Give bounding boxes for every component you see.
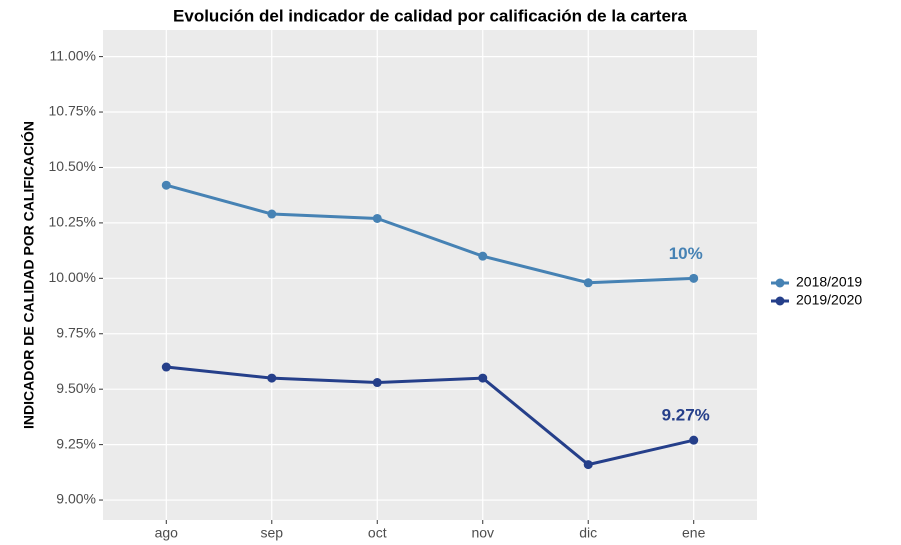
x-tick-label: sep [260, 525, 283, 541]
y-tick-label: 10.00% [49, 269, 96, 285]
chart-title: Evolución del indicador de calidad por c… [173, 6, 687, 25]
data-label: 9.27% [662, 406, 710, 425]
point [478, 373, 488, 383]
point [267, 209, 277, 219]
point [583, 278, 593, 288]
series-line [165, 183, 694, 285]
x-tick-label: oct [368, 525, 387, 541]
y-tick-label: 9.75% [56, 324, 96, 340]
y-tick-label: 10.75% [49, 103, 96, 119]
point [478, 251, 488, 261]
y-tick-label: 10.25% [49, 214, 96, 230]
point [161, 180, 171, 190]
y-tick-label: 9.00% [56, 491, 96, 507]
point [583, 460, 593, 470]
point [689, 273, 699, 283]
series-line [166, 365, 695, 467]
legend-key [775, 278, 785, 288]
legend-label: 2018/2019 [796, 274, 862, 290]
plot-background [103, 30, 757, 520]
x-tick-label: dic [579, 525, 597, 541]
y-axis-title: INDICADOR DE CALIDAD POR CALIFICACIÓN [20, 121, 37, 429]
x-tick-label: ene [682, 525, 706, 541]
legend-key [775, 296, 785, 306]
data-label: 10% [669, 244, 703, 263]
legend-label: 2019/2020 [796, 292, 862, 308]
x-tick-label: ago [155, 525, 179, 541]
y-tick-label: 11.00% [50, 47, 96, 63]
point [689, 435, 699, 445]
point [161, 362, 171, 372]
y-tick-label: 9.50% [56, 380, 96, 396]
point [372, 378, 382, 388]
y-tick-label: 9.25% [56, 435, 96, 451]
point [267, 373, 277, 383]
x-tick-label: nov [471, 525, 494, 541]
y-tick-label: 10.50% [49, 158, 96, 174]
point [372, 213, 382, 223]
